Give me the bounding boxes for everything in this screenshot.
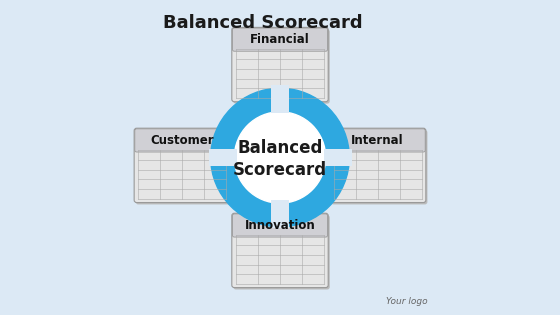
Text: Internal: Internal	[351, 134, 404, 147]
FancyBboxPatch shape	[136, 130, 232, 204]
Text: Financial: Financial	[250, 33, 310, 46]
Text: Your logo: Your logo	[386, 296, 428, 306]
FancyBboxPatch shape	[272, 200, 288, 228]
FancyBboxPatch shape	[209, 149, 237, 166]
FancyBboxPatch shape	[331, 130, 427, 204]
FancyBboxPatch shape	[135, 129, 230, 152]
FancyBboxPatch shape	[324, 149, 352, 166]
Text: Balanced Scorecard: Balanced Scorecard	[164, 14, 363, 32]
FancyBboxPatch shape	[232, 28, 328, 51]
FancyBboxPatch shape	[234, 29, 330, 104]
Text: Innovation: Innovation	[245, 219, 315, 232]
Text: Scorecard: Scorecard	[233, 161, 327, 179]
FancyBboxPatch shape	[234, 215, 330, 289]
Circle shape	[234, 112, 326, 203]
FancyBboxPatch shape	[329, 128, 426, 203]
Text: Customer: Customer	[151, 134, 214, 147]
FancyBboxPatch shape	[272, 85, 288, 113]
FancyBboxPatch shape	[134, 128, 231, 203]
FancyBboxPatch shape	[330, 129, 425, 152]
FancyBboxPatch shape	[232, 27, 328, 102]
Circle shape	[211, 88, 349, 227]
FancyBboxPatch shape	[232, 213, 328, 288]
Text: Balanced: Balanced	[237, 139, 323, 157]
FancyBboxPatch shape	[232, 214, 328, 237]
